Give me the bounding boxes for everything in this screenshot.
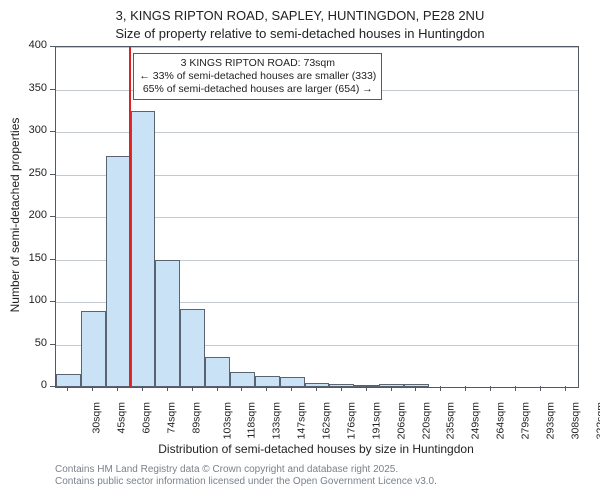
x-tick-mark: [415, 386, 416, 391]
x-tick-mark: [540, 386, 541, 391]
x-tick-mark: [341, 386, 342, 391]
histogram-bar: [404, 384, 429, 387]
histogram-chart: 3, KINGS RIPTON ROAD, SAPLEY, HUNTINGDON…: [0, 0, 600, 500]
y-tick-label: 350: [17, 82, 47, 94]
x-tick-label: 74sqm: [166, 402, 178, 434]
x-tick-label: 220sqm: [420, 402, 432, 439]
x-tick-mark: [465, 386, 466, 391]
x-tick-label: 133sqm: [271, 402, 283, 439]
y-tick-mark: [50, 174, 55, 175]
x-tick-label: 249sqm: [470, 402, 482, 439]
footnote-line2: Contains public sector information licen…: [55, 476, 437, 488]
x-tick-label: 60sqm: [141, 402, 153, 434]
x-tick-mark: [92, 386, 93, 391]
y-tick-mark: [50, 301, 55, 302]
annotation-line: 3 KINGS RIPTON ROAD: 73sqm: [139, 57, 376, 70]
x-tick-label: 89sqm: [190, 402, 202, 434]
x-tick-mark: [391, 386, 392, 391]
x-tick-label: 162sqm: [321, 402, 333, 439]
x-axis-title: Distribution of semi-detached houses by …: [55, 442, 577, 456]
chart-footnote: Contains HM Land Registry data © Crown c…: [55, 464, 437, 488]
x-tick-label: 103sqm: [221, 402, 233, 439]
x-tick-label: 279sqm: [519, 402, 531, 439]
histogram-bar: [205, 357, 230, 387]
x-tick-mark: [515, 386, 516, 391]
x-tick-mark: [266, 386, 267, 391]
chart-title-line1: 3, KINGS RIPTON ROAD, SAPLEY, HUNTINGDON…: [0, 8, 600, 23]
annotation-line: ← 33% of semi-detached houses are smalle…: [139, 70, 376, 83]
x-tick-mark: [490, 386, 491, 391]
x-tick-mark: [316, 386, 317, 391]
x-tick-mark: [142, 386, 143, 391]
y-tick-mark: [50, 386, 55, 387]
x-tick-label: 264sqm: [495, 402, 507, 439]
histogram-bar: [329, 384, 354, 387]
x-tick-label: 147sqm: [296, 402, 308, 439]
y-tick-mark: [50, 131, 55, 132]
x-tick-mark: [565, 386, 566, 391]
y-tick-label: 50: [17, 337, 47, 349]
reference-line: [129, 47, 131, 387]
annotation-line: 65% of semi-detached houses are larger (…: [139, 83, 376, 96]
footnote-line1: Contains HM Land Registry data © Crown c…: [55, 464, 437, 476]
plot-area: 3 KINGS RIPTON ROAD: 73sqm← 33% of semi-…: [55, 46, 579, 388]
y-tick-mark: [50, 46, 55, 47]
histogram-bar: [379, 384, 404, 387]
y-tick-label: 300: [17, 124, 47, 136]
x-tick-label: 191sqm: [370, 402, 382, 439]
y-tick-label: 400: [17, 39, 47, 51]
histogram-bar: [354, 385, 379, 387]
x-tick-label: 118sqm: [245, 402, 257, 439]
x-tick-label: 308sqm: [569, 402, 581, 439]
histogram-bar: [56, 374, 81, 387]
x-tick-mark: [241, 386, 242, 391]
x-tick-label: 30sqm: [91, 402, 103, 434]
y-tick-label: 0: [17, 379, 47, 391]
y-tick-label: 250: [17, 167, 47, 179]
y-tick-mark: [50, 344, 55, 345]
x-tick-mark: [67, 386, 68, 391]
histogram-bar: [180, 309, 205, 387]
x-tick-label: 235sqm: [445, 402, 457, 439]
x-tick-mark: [192, 386, 193, 391]
x-tick-label: 45sqm: [116, 402, 128, 434]
histogram-bar: [106, 156, 131, 387]
y-tick-mark: [50, 216, 55, 217]
x-tick-label: 176sqm: [345, 402, 357, 439]
y-tick-label: 150: [17, 252, 47, 264]
y-tick-mark: [50, 259, 55, 260]
grid-line: [56, 47, 578, 48]
x-tick-label: 206sqm: [395, 402, 407, 439]
histogram-bar: [131, 111, 156, 387]
x-tick-mark: [440, 386, 441, 391]
chart-title-line2: Size of property relative to semi-detach…: [0, 26, 600, 41]
annotation-box: 3 KINGS RIPTON ROAD: 73sqm← 33% of semi-…: [133, 53, 382, 100]
x-tick-mark: [366, 386, 367, 391]
y-tick-label: 200: [17, 209, 47, 221]
x-tick-label: 293sqm: [544, 402, 556, 439]
x-tick-label: 322sqm: [594, 402, 600, 439]
x-tick-mark: [117, 386, 118, 391]
y-tick-mark: [50, 89, 55, 90]
x-tick-mark: [167, 386, 168, 391]
histogram-bar: [155, 260, 180, 388]
x-tick-mark: [217, 386, 218, 391]
histogram-bar: [230, 372, 255, 387]
x-tick-mark: [291, 386, 292, 391]
histogram-bar: [81, 311, 106, 388]
y-tick-label: 100: [17, 294, 47, 306]
